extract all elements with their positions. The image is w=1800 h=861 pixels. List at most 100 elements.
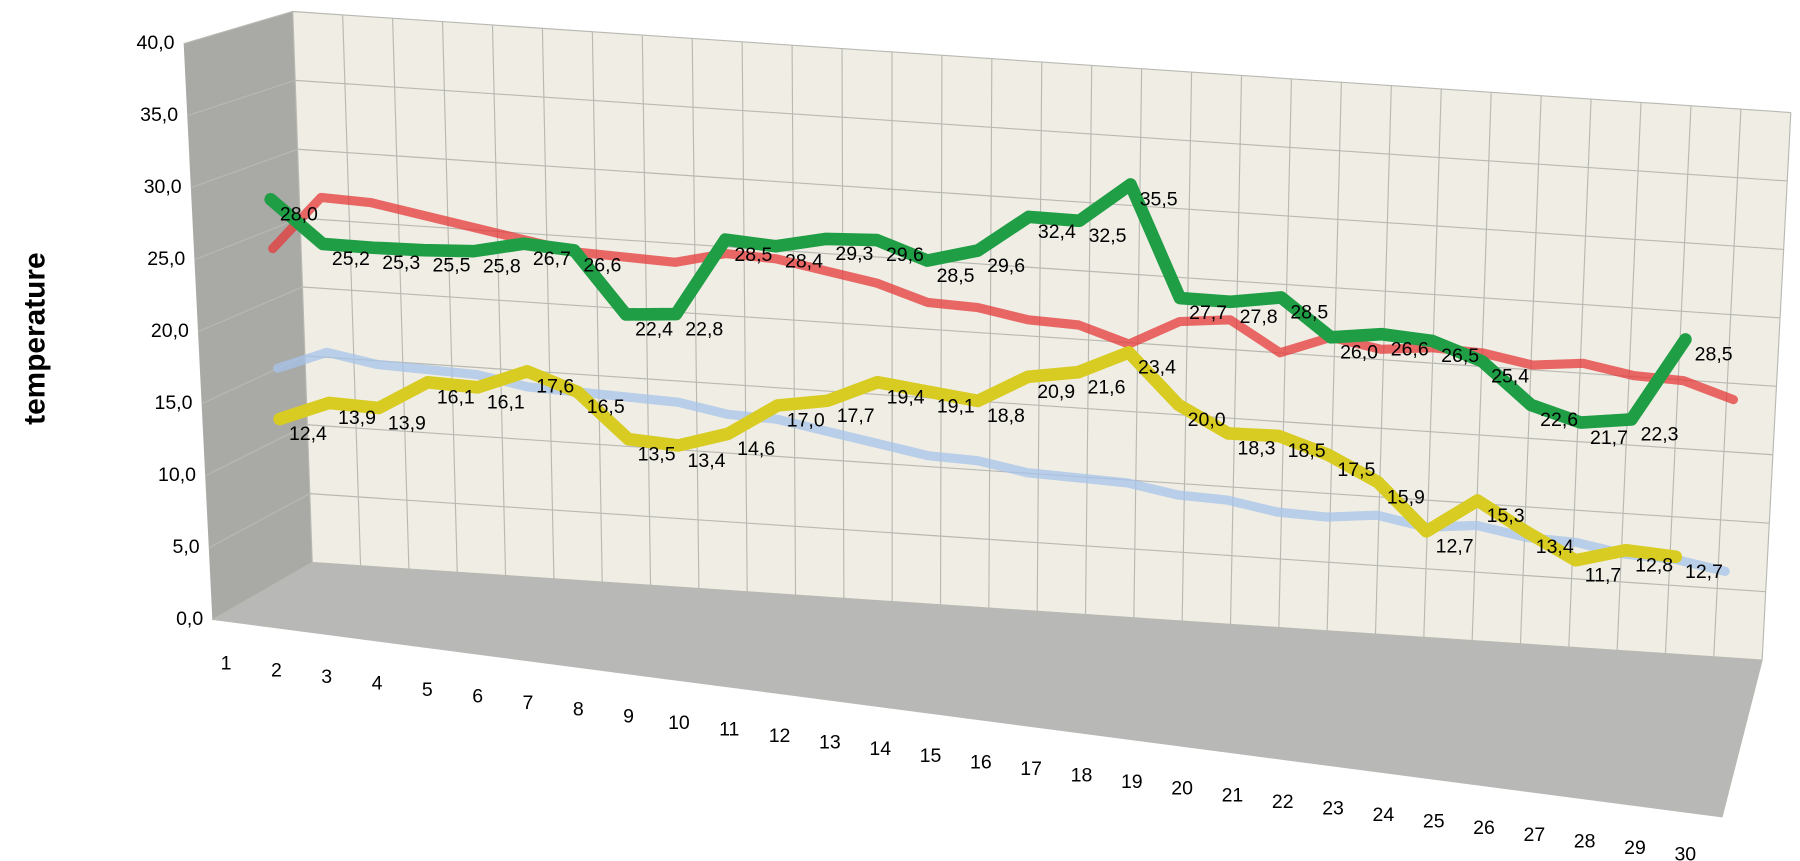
- data-label: 28,4: [785, 250, 823, 272]
- x-tick-label: 11: [719, 719, 739, 741]
- x-tick-label: 17: [1020, 758, 1042, 780]
- category-grid-line: [715, 45, 797, 687]
- series-line: [273, 347, 1730, 576]
- category-grid-line: [513, 31, 603, 660]
- x-tick-label: 20: [1171, 778, 1193, 800]
- data-label: 27,7: [1189, 302, 1227, 324]
- x-tick-label: 28: [1574, 830, 1596, 852]
- category-grid-line: [463, 28, 555, 654]
- x-tick-label: 14: [869, 738, 891, 760]
- x-tick-label: 5: [422, 679, 433, 701]
- data-label: 26,0: [1340, 341, 1378, 363]
- y-tick-label: 0,0: [176, 608, 203, 630]
- x-tick-label: 9: [623, 705, 634, 727]
- category-grid-line: [1570, 102, 1642, 798]
- data-label: 28,5: [734, 244, 772, 266]
- data-label: 25,4: [1491, 365, 1529, 387]
- data-label: 17,5: [1337, 459, 1375, 481]
- x-tick-label: 27: [1523, 824, 1545, 846]
- data-label: 29,6: [987, 255, 1025, 277]
- category-grid-line: [1671, 109, 1742, 811]
- data-label: 18,5: [1288, 440, 1326, 462]
- category-grid-line: [1369, 88, 1442, 772]
- series-line: [268, 192, 1739, 405]
- x-tick-label: 10: [668, 712, 690, 734]
- data-label: 16,5: [587, 396, 625, 418]
- data-label: 18,3: [1237, 438, 1275, 460]
- data-label: 13,4: [1536, 536, 1574, 558]
- floor: [212, 562, 1763, 818]
- category-grid-line: [1469, 95, 1542, 785]
- x-tick-label: 2: [271, 659, 282, 681]
- category-grid-line: [1268, 82, 1342, 759]
- y-tick-label: 35,0: [140, 104, 178, 126]
- data-label: 17,6: [536, 376, 574, 398]
- y-axis-title: temperature: [19, 252, 52, 424]
- x-tick-label: 1: [221, 653, 232, 675]
- x-tick-label: 30: [1674, 844, 1696, 861]
- category-grid-line: [1067, 68, 1143, 733]
- data-label: 20,9: [1037, 381, 1075, 403]
- category-grid-line: [765, 48, 845, 693]
- category-grid-line: [1419, 92, 1492, 779]
- data-label: 25,2: [332, 248, 370, 270]
- category-grid-line: [664, 41, 748, 680]
- category-grid-line: [815, 51, 893, 700]
- data-label: 11,7: [1585, 565, 1622, 587]
- y-tick-label: 10,0: [158, 464, 196, 486]
- x-tick-label: 23: [1322, 797, 1344, 819]
- x-tick-label: 24: [1373, 804, 1395, 826]
- category-grid-line: [1218, 78, 1293, 752]
- data-label: 14,6: [737, 438, 775, 460]
- x-tick-label: 16: [970, 751, 992, 773]
- x-tick-label: 13: [819, 732, 841, 754]
- x-tick-label: 15: [920, 745, 942, 767]
- data-label: 13,9: [388, 412, 426, 434]
- data-label: 15,3: [1487, 505, 1525, 527]
- category-grid-line: [413, 24, 507, 647]
- data-label: 26,5: [1441, 345, 1479, 367]
- category-grid-line: [212, 11, 313, 621]
- data-label: 29,6: [886, 244, 924, 266]
- data-label: 35,5: [1140, 189, 1178, 211]
- category-grid-line: [1318, 85, 1392, 765]
- data-label: 26,6: [1391, 338, 1429, 360]
- data-label: 32,5: [1089, 225, 1127, 247]
- category-grid-line: [1117, 72, 1193, 739]
- data-label: 26,6: [583, 255, 621, 277]
- x-tick-label: 25: [1423, 811, 1445, 833]
- data-label: 25,8: [483, 255, 521, 277]
- data-label: 12,7: [1436, 536, 1474, 558]
- data-label: 28,0: [280, 204, 318, 226]
- data-label: 16,1: [487, 392, 525, 414]
- data-label: 13,9: [338, 407, 376, 429]
- category-grid-line: [362, 21, 458, 641]
- x-tick-label: 4: [372, 672, 383, 694]
- data-label: 21,6: [1087, 376, 1125, 398]
- series-line: [264, 178, 1692, 429]
- category-grid-line: [1520, 99, 1592, 792]
- plot-area: 28,0 25,2 25,3 25,5 25,8 26,7 26,6 22,4 22,8 28,5…: [264, 178, 1739, 587]
- data-label: 15,9: [1387, 486, 1425, 508]
- data-label: 13,5: [638, 443, 676, 465]
- category-grid-line: [866, 55, 943, 706]
- data-label: 12,8: [1635, 555, 1673, 577]
- x-tick-label: 3: [321, 666, 332, 688]
- data-label: 17,7: [837, 405, 875, 427]
- y-tick-label: 30,0: [144, 176, 182, 198]
- x-tick-label: 19: [1121, 771, 1143, 793]
- x-tick-label: 22: [1272, 791, 1294, 813]
- data-label: 25,3: [382, 252, 420, 274]
- data-label: 29,3: [835, 243, 873, 265]
- y-tick-label: 25,0: [147, 248, 185, 270]
- y-tick-label: 40,0: [137, 32, 175, 54]
- data-label: 28,5: [937, 265, 975, 287]
- data-label: 26,7: [533, 248, 571, 270]
- y-tick-label: 20,0: [151, 320, 189, 342]
- y-tick-label: 15,0: [154, 392, 192, 414]
- category-grid-line: [1620, 105, 1692, 805]
- category-grid-line: [966, 62, 1043, 719]
- data-label: 18,8: [987, 405, 1025, 427]
- data-label: 12,4: [289, 423, 327, 445]
